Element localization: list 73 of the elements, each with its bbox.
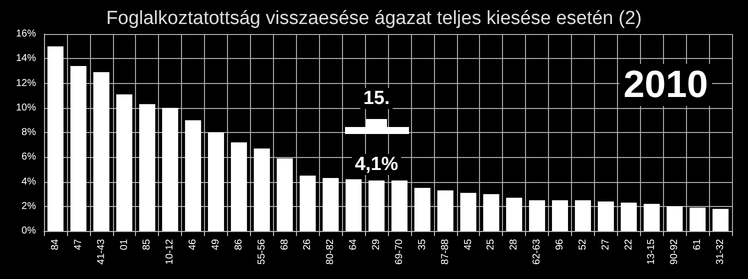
x-tick-label: 29 (371, 238, 382, 250)
bar (300, 176, 316, 231)
bar (666, 206, 683, 231)
x-tick-label: 35 (416, 238, 428, 250)
x-tick-label: 46 (188, 238, 199, 250)
y-tick-label: 4% (22, 176, 36, 188)
bar (460, 192, 476, 231)
x-tick-label: 90-92 (669, 238, 680, 265)
x-tick-label: 01 (118, 238, 130, 250)
bar (230, 142, 247, 231)
x-tick-label: 64 (348, 238, 360, 250)
x-tick-label: 28 (508, 238, 520, 250)
bar (552, 200, 568, 231)
chart-title: Foglalkoztatottság visszaesése ágazat teljes kiesése esetén (2) (106, 8, 642, 29)
x-tick-label: 52 (577, 238, 588, 250)
y-tick-label: 6% (22, 152, 36, 163)
y-tick-label: 2% (22, 200, 36, 212)
bar (346, 179, 362, 231)
annotation: 4,1% (354, 154, 398, 176)
x-tick-label: 27 (600, 238, 612, 250)
bar (690, 208, 706, 231)
bar (644, 204, 660, 231)
bar (185, 120, 202, 231)
bar (620, 202, 637, 231)
bar (162, 108, 178, 231)
bar (483, 194, 500, 231)
y-tick-label: 0% (22, 226, 36, 236)
bar (368, 180, 385, 231)
bar (574, 200, 591, 231)
bar (276, 158, 293, 231)
x-tick-label: 96 (554, 238, 566, 250)
x-tick-label: 85 (142, 238, 153, 250)
x-tick-label: 61 (692, 238, 704, 250)
x-tick-label: 55-56 (256, 238, 268, 265)
bar (93, 72, 110, 231)
x-tick-label: 69-70 (394, 238, 405, 265)
x-tick-label: 45 (462, 238, 474, 250)
x-tick-label: 68 (279, 238, 290, 250)
bar (70, 66, 86, 231)
bar (322, 178, 339, 231)
bar (506, 198, 522, 231)
bar (529, 200, 546, 231)
annotation: 15. (363, 88, 390, 110)
bar (47, 46, 64, 231)
x-tick-label: 47 (72, 238, 84, 250)
x-tick-label: 87-88 (440, 238, 451, 265)
y-tick-label: 14% (16, 53, 36, 64)
bar (139, 104, 156, 231)
x-tick-label: 22 (623, 238, 634, 250)
x-tick-label: 86 (233, 238, 244, 250)
x-tick-label: 62-63 (532, 238, 543, 265)
bar (254, 148, 270, 231)
y-tick-label: 10% (16, 102, 36, 114)
x-tick-label: 26 (302, 238, 314, 250)
x-tick-label: 49 (210, 238, 222, 250)
bar (391, 180, 408, 231)
x-tick-label: 13-15 (646, 238, 658, 265)
bar (437, 190, 454, 231)
x-tick-label: 31-32 (715, 238, 726, 265)
y-tick-label: 12% (16, 78, 36, 89)
bar (414, 188, 430, 231)
bar (208, 132, 224, 231)
x-tick-label: 41-43 (96, 238, 107, 265)
x-tick-label: 10-12 (164, 238, 176, 265)
annotation: 2010 (623, 64, 708, 106)
y-tick-label: 8% (22, 127, 36, 138)
y-tick-label: 16% (16, 28, 36, 40)
x-tick-label: 80-82 (325, 238, 336, 265)
x-tick-label: 84 (50, 238, 61, 250)
bar (116, 94, 132, 231)
x-tick-label: 25 (486, 238, 497, 250)
bar (712, 208, 729, 231)
bar (598, 201, 614, 231)
